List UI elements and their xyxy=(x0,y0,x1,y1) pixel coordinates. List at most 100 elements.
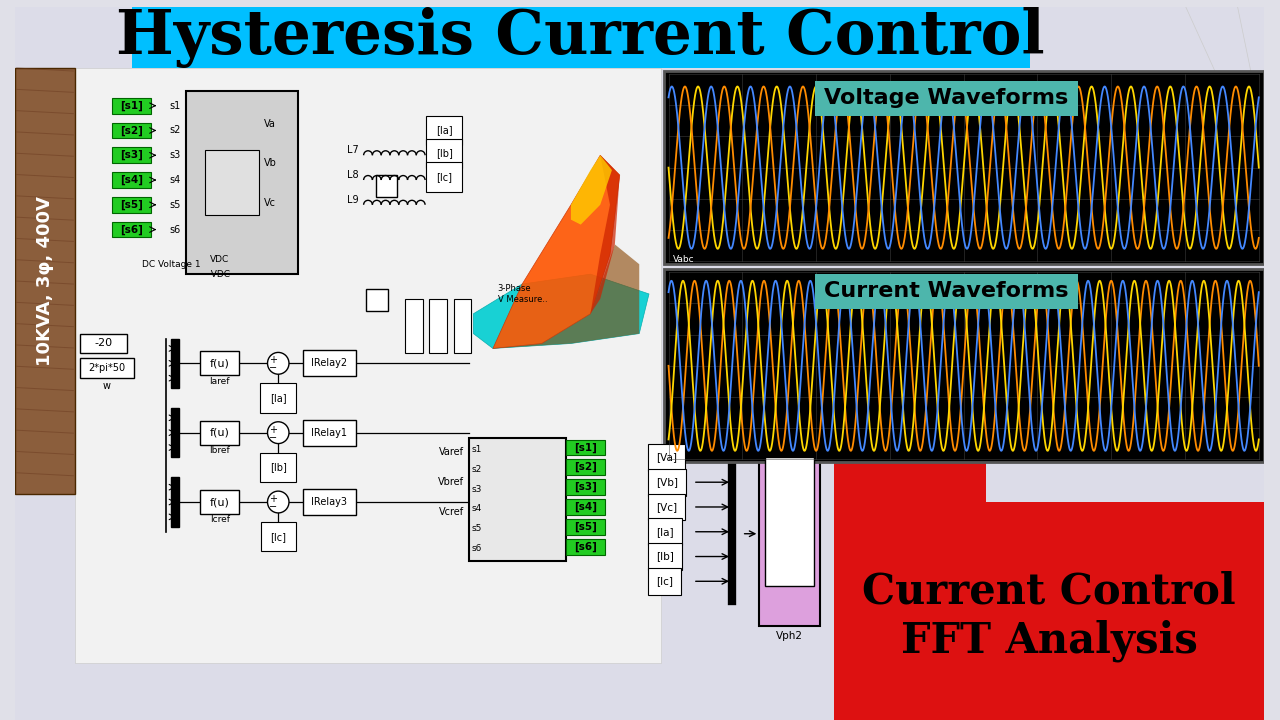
Text: Vbref: Vbref xyxy=(438,477,463,487)
Circle shape xyxy=(268,422,289,444)
FancyBboxPatch shape xyxy=(76,68,660,662)
FancyBboxPatch shape xyxy=(835,502,1263,720)
Text: 2*pi*50: 2*pi*50 xyxy=(88,364,125,373)
FancyBboxPatch shape xyxy=(81,359,134,378)
FancyBboxPatch shape xyxy=(81,333,127,354)
Text: Iaref: Iaref xyxy=(210,377,230,386)
FancyBboxPatch shape xyxy=(172,408,179,457)
Polygon shape xyxy=(493,244,639,348)
FancyBboxPatch shape xyxy=(366,289,388,311)
Text: [s1]: [s1] xyxy=(575,442,596,453)
Text: [Ib]: [Ib] xyxy=(270,462,287,472)
Text: s1: s1 xyxy=(471,445,481,454)
FancyBboxPatch shape xyxy=(663,71,1263,264)
FancyBboxPatch shape xyxy=(205,150,259,215)
Text: −: − xyxy=(269,364,278,373)
FancyBboxPatch shape xyxy=(404,299,422,354)
Text: Vcref: Vcref xyxy=(439,507,463,517)
Text: f(u): f(u) xyxy=(210,497,229,507)
FancyBboxPatch shape xyxy=(566,539,605,554)
FancyBboxPatch shape xyxy=(186,91,298,274)
Text: s5: s5 xyxy=(471,524,481,534)
Text: Ibref: Ibref xyxy=(210,446,230,455)
FancyBboxPatch shape xyxy=(566,519,605,535)
Text: [Va]: [Va] xyxy=(655,452,677,462)
Text: DC Voltage 1: DC Voltage 1 xyxy=(142,260,200,269)
FancyBboxPatch shape xyxy=(302,420,356,446)
Text: FFT Analysis: FFT Analysis xyxy=(901,619,1198,662)
FancyBboxPatch shape xyxy=(566,440,605,456)
Text: [s6]: [s6] xyxy=(575,541,596,552)
Text: IRelay3: IRelay3 xyxy=(311,497,347,507)
FancyBboxPatch shape xyxy=(376,175,397,197)
Text: Vc: Vc xyxy=(264,198,275,208)
Polygon shape xyxy=(571,156,612,225)
Text: +: + xyxy=(269,356,278,365)
Text: -20: -20 xyxy=(95,338,113,348)
FancyBboxPatch shape xyxy=(113,98,151,114)
Text: Vb: Vb xyxy=(264,158,276,168)
Text: [s6]: [s6] xyxy=(120,225,143,235)
FancyBboxPatch shape xyxy=(566,480,605,495)
FancyBboxPatch shape xyxy=(172,477,179,527)
FancyBboxPatch shape xyxy=(172,338,179,388)
Circle shape xyxy=(268,491,289,513)
Text: s1: s1 xyxy=(169,101,180,111)
Text: Hysteresis Current Control: Hysteresis Current Control xyxy=(116,7,1044,68)
FancyBboxPatch shape xyxy=(759,443,819,626)
Text: [s2]: [s2] xyxy=(575,462,596,472)
FancyBboxPatch shape xyxy=(113,172,151,188)
FancyBboxPatch shape xyxy=(15,68,76,494)
Text: [s4]: [s4] xyxy=(120,175,143,185)
Text: w: w xyxy=(102,381,110,391)
Text: [Vc]: [Vc] xyxy=(655,502,677,512)
Text: [s2]: [s2] xyxy=(120,125,143,135)
Text: [s1]: [s1] xyxy=(120,101,143,111)
Text: s5: s5 xyxy=(169,199,180,210)
Polygon shape xyxy=(590,156,620,314)
Text: f(u): f(u) xyxy=(210,359,229,369)
Text: Current Waveforms: Current Waveforms xyxy=(824,282,1069,302)
Text: IRelay2: IRelay2 xyxy=(311,359,347,369)
FancyBboxPatch shape xyxy=(815,274,1078,309)
FancyBboxPatch shape xyxy=(15,6,1263,720)
FancyBboxPatch shape xyxy=(200,351,239,375)
FancyBboxPatch shape xyxy=(132,6,1029,68)
Text: [Ic]: [Ic] xyxy=(655,576,673,586)
Text: Vabc: Vabc xyxy=(673,255,695,264)
Text: [s3]: [s3] xyxy=(120,150,143,161)
Text: L7: L7 xyxy=(347,145,358,156)
Polygon shape xyxy=(474,274,649,348)
Text: Varef: Varef xyxy=(439,448,463,457)
Text: [s5]: [s5] xyxy=(120,199,143,210)
Text: f(u): f(u) xyxy=(210,428,229,438)
FancyBboxPatch shape xyxy=(566,499,605,515)
Text: [Ia]: [Ia] xyxy=(270,393,287,403)
Text: [Ib]: [Ib] xyxy=(435,148,453,158)
Text: s4: s4 xyxy=(471,505,481,513)
FancyBboxPatch shape xyxy=(835,433,986,502)
FancyBboxPatch shape xyxy=(113,197,151,212)
FancyBboxPatch shape xyxy=(200,420,239,444)
FancyBboxPatch shape xyxy=(113,222,151,238)
FancyBboxPatch shape xyxy=(302,489,356,515)
Text: [s3]: [s3] xyxy=(575,482,596,492)
Text: [s5]: [s5] xyxy=(575,522,596,532)
Text: L9: L9 xyxy=(347,195,358,204)
FancyBboxPatch shape xyxy=(765,457,814,586)
Text: s3: s3 xyxy=(471,485,481,494)
Polygon shape xyxy=(493,156,620,348)
FancyBboxPatch shape xyxy=(468,438,566,562)
FancyBboxPatch shape xyxy=(566,459,605,475)
FancyBboxPatch shape xyxy=(815,81,1078,116)
Text: +: + xyxy=(269,425,278,435)
Text: −: − xyxy=(269,502,278,512)
Text: s2: s2 xyxy=(169,125,180,135)
Text: VDC: VDC xyxy=(210,255,229,264)
FancyBboxPatch shape xyxy=(663,269,1263,462)
Text: L8: L8 xyxy=(347,170,358,180)
Text: [Ia]: [Ia] xyxy=(435,125,452,135)
Text: -VDC: -VDC xyxy=(209,270,230,279)
FancyBboxPatch shape xyxy=(200,490,239,514)
Text: Voltage Waveforms: Voltage Waveforms xyxy=(824,89,1069,108)
